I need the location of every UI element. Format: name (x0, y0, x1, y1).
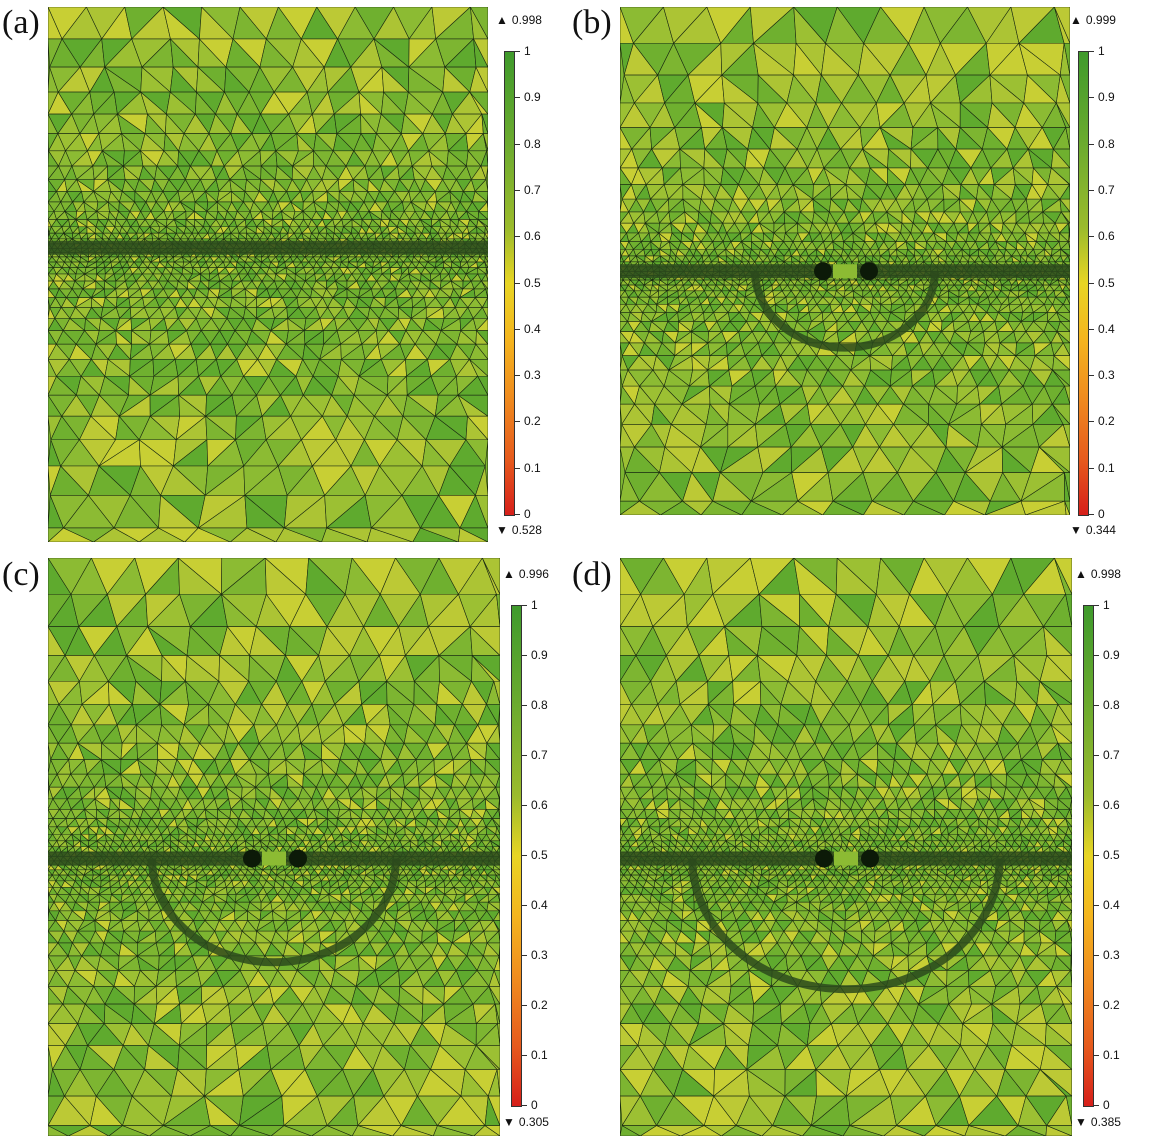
colorbar-tick (515, 514, 520, 515)
mesh-element (1059, 198, 1070, 213)
mesh-element (469, 91, 488, 115)
colorbar-tick-label: 0.6 (524, 229, 541, 244)
mesh-element (457, 394, 488, 417)
mesh-element (1051, 167, 1070, 185)
colorbar-tick (515, 189, 520, 191)
triangle-down-icon: ▼ (496, 523, 508, 537)
colorbar-tick (515, 143, 520, 145)
mesh-element (475, 343, 488, 360)
mesh-element (459, 527, 488, 542)
colorbar-tick-label: 1 (524, 44, 531, 58)
colorbar-tick-label: 0.7 (524, 182, 541, 197)
mesh-element (470, 7, 488, 40)
colorbar-tick (515, 421, 520, 423)
mesh-element (476, 330, 488, 345)
mesh-plot (48, 7, 488, 542)
mesh-element (1067, 255, 1070, 263)
colorbar-min: ▼ 0.528 (496, 524, 542, 536)
colorbar-tick-label: 0.9 (524, 90, 541, 105)
colorbar-tick (515, 236, 520, 238)
mesh-element (469, 359, 488, 377)
mesh-element (484, 232, 488, 240)
mesh-element (1054, 7, 1070, 44)
colorbar: ▲ 0.998 1 0.9 0.8 0.7 0.6 0.5 0.4 0.3 0.2 0.1 0 ▼ 0.… (496, 14, 566, 539)
mesh-element (467, 415, 488, 441)
mesh-element (1066, 279, 1070, 286)
mesh-element (486, 150, 488, 167)
mesh-element (465, 439, 488, 467)
mesh-element (485, 288, 488, 298)
mesh-element (1060, 211, 1070, 224)
mesh-element (485, 226, 488, 234)
mesh-element (1053, 148, 1070, 169)
mesh-element (1068, 222, 1070, 234)
mesh-element (485, 273, 488, 282)
colorbar-max-value: 0.998 (511, 13, 542, 27)
colorbar-max: ▲ 0.998 (496, 14, 542, 26)
colorbar-tick-label: 0.4 (524, 321, 541, 336)
mesh-element (475, 494, 488, 529)
colorbar-tick-label: 0.3 (524, 368, 541, 383)
colorbar-tick-label: 0.8 (524, 136, 541, 151)
crack-band (48, 240, 488, 255)
mesh-element (481, 280, 488, 290)
colorbar-gradient (504, 51, 515, 516)
mesh-element (1068, 241, 1070, 250)
colorbar-tick-label: 0 (524, 507, 531, 521)
colorbar-min-value: 0.528 (511, 523, 542, 537)
mesh-element (482, 133, 488, 152)
panel-a: (a) ▲ 0.998 1 0.9 0.8 0.7 0.6 0.5 0.4 0.3 0.2 0.1 0… (0, 0, 583, 569)
mesh-element (1056, 102, 1070, 128)
panel-label: (b) (572, 4, 612, 41)
mesh-element (481, 113, 488, 134)
colorbar-tick (515, 375, 520, 377)
mesh-element (477, 219, 488, 228)
mesh-element (1065, 127, 1070, 150)
colorbar-tick (515, 328, 520, 330)
mesh-element (1060, 248, 1070, 257)
panel-label: (a) (2, 4, 40, 41)
mesh-plot (620, 7, 1070, 515)
panel-b: (b) ▲ 0.999 1 0.9 0.8 0.7 0.6 0.5 0.4 0.3 0.2 0.1 0… (570, 0, 1167, 569)
colorbar-tick (515, 97, 520, 99)
mesh-element (1063, 42, 1070, 76)
mesh-element (477, 375, 488, 396)
colorbar-tick-label: 0.2 (524, 414, 541, 429)
mesh-element (475, 66, 488, 93)
mesh-element (1065, 284, 1070, 292)
mesh-element (484, 256, 488, 263)
colorbar-tick (515, 467, 520, 469)
mesh-element (485, 267, 488, 275)
triangle-up-icon: ▲ (496, 13, 508, 27)
mesh-element (487, 201, 488, 212)
colorbar-tick-label: 0.1 (524, 460, 541, 475)
mesh-element (484, 261, 488, 268)
mesh-element (473, 38, 488, 68)
colorbar-tick (515, 51, 520, 52)
mesh-element (480, 165, 488, 180)
mesh-element (482, 307, 488, 319)
colorbar-tick (515, 282, 520, 284)
mesh-element (1059, 74, 1070, 104)
colorbar-tick-label: 0.5 (524, 275, 541, 290)
mesh-element (478, 210, 488, 220)
